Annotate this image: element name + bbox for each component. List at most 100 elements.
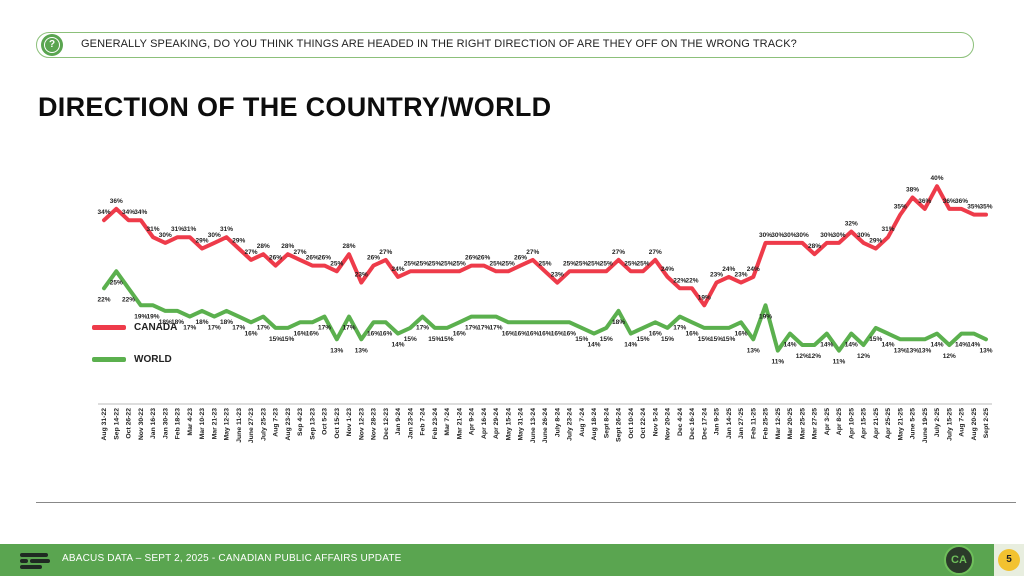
data-label-canada: 36% — [943, 198, 956, 205]
data-label-canada: 25% — [587, 260, 600, 267]
x-tick-label: Dec 16-24 — [689, 408, 696, 440]
x-tick-label: Jan 16-23 — [150, 408, 157, 439]
data-label-world: 16% — [538, 330, 551, 337]
data-label-world: 18% — [159, 319, 172, 326]
data-label-canada: 26% — [477, 255, 490, 262]
x-tick-label: Jan 30-23 — [162, 408, 169, 439]
data-label-canada: 31% — [146, 226, 159, 233]
data-label-world: 18% — [612, 319, 625, 326]
data-label-world: 14% — [391, 342, 404, 349]
data-label-world: 12% — [857, 353, 870, 360]
legend-canada: CANADA — [92, 322, 177, 333]
data-label-world: 13% — [918, 347, 931, 354]
data-label-canada: 26% — [306, 255, 319, 262]
data-label-canada: 29% — [232, 238, 245, 245]
data-label-world: 18% — [195, 319, 208, 326]
x-tick-label: Apr 29-24 — [493, 408, 500, 439]
x-tick-label: Aug 7-24 — [579, 408, 586, 437]
data-label-canada: 26% — [269, 255, 282, 262]
data-label-canada: 35% — [894, 204, 907, 211]
data-label-canada: 30% — [820, 232, 833, 239]
x-tick-label: Apr 10-25 — [848, 408, 855, 439]
data-label-world: 16% — [379, 330, 392, 337]
x-tick-label: June 11-23 — [236, 408, 243, 443]
data-label-world: 15% — [428, 336, 441, 343]
x-tick-label: Feb 23-24 — [432, 408, 439, 440]
data-label-canada: 36% — [918, 198, 931, 205]
data-label-canada: 30% — [832, 232, 845, 239]
data-label-canada: 25% — [624, 260, 637, 267]
data-label-world: 13% — [979, 347, 992, 354]
survey-question: GENERALLY SPEAKING, DO YOU THINK THINGS … — [81, 38, 797, 50]
data-label-world: 12% — [808, 353, 821, 360]
data-label-world: 15% — [661, 336, 674, 343]
data-label-canada: 30% — [857, 232, 870, 239]
data-label-canada: 28% — [342, 243, 355, 250]
x-tick-label: Dec 4-24 — [677, 408, 684, 436]
data-label-world: 17% — [232, 325, 245, 332]
data-label-canada: 31% — [183, 226, 196, 233]
x-tick-label: June 26-24 — [542, 408, 549, 443]
data-label-canada: 25% — [563, 260, 576, 267]
data-label-canada: 30% — [796, 232, 809, 239]
data-label-canada: 27% — [244, 249, 257, 256]
x-tick-label: Sep 4-23 — [297, 408, 304, 436]
ca-logo-badge: CA — [944, 545, 974, 575]
data-label-canada: 34% — [122, 209, 135, 216]
x-tick-label: Nov 30-22 — [138, 408, 145, 440]
legend-world-label: WORLD — [134, 354, 172, 365]
page-number-badge: 5 — [994, 544, 1024, 576]
data-label-world: 16% — [367, 330, 380, 337]
data-label-canada: 30% — [759, 232, 772, 239]
data-label-canada: 28% — [257, 243, 270, 250]
question-icon: ? — [41, 34, 63, 56]
x-tick-label: June 13-24 — [530, 408, 537, 443]
data-label-canada: 24% — [722, 266, 735, 273]
data-label-canada: 24% — [747, 266, 760, 273]
legend-canada-label: CANADA — [134, 322, 178, 333]
data-label-world: 16% — [502, 330, 515, 337]
x-tick-label: Mar 12-25 — [775, 408, 782, 440]
legend-canada-swatch — [92, 325, 126, 330]
x-tick-label: Jan 9-25 — [714, 408, 721, 435]
data-label-world: 17% — [318, 325, 331, 332]
x-tick-label: Mar 10-23 — [199, 408, 206, 440]
x-tick-label: July 15-25 — [946, 408, 953, 441]
data-label-world: 13% — [906, 347, 919, 354]
data-label-canada: 19% — [698, 294, 711, 301]
data-label-canada: 29% — [869, 238, 882, 245]
data-label-world: 19% — [146, 313, 159, 320]
data-label-world: 16% — [563, 330, 576, 337]
data-label-canada: 30% — [208, 232, 221, 239]
data-label-canada: 25% — [330, 260, 343, 267]
data-label-canada: 30% — [783, 232, 796, 239]
data-label-world: 22% — [97, 296, 110, 303]
data-label-canada: 25% — [636, 260, 649, 267]
data-label-canada: 25% — [600, 260, 613, 267]
data-label-canada: 34% — [134, 209, 147, 216]
data-label-canada: 25% — [404, 260, 417, 267]
data-label-world: 14% — [845, 342, 858, 349]
data-label-world: 22% — [122, 296, 135, 303]
series-line-canada — [102, 184, 988, 308]
data-label-world: 15% — [722, 336, 735, 343]
data-label-canada: 27% — [649, 249, 662, 256]
data-label-canada: 26% — [465, 255, 478, 262]
data-label-canada: 22% — [685, 277, 698, 284]
data-label-canada: 25% — [440, 260, 453, 267]
data-label-world: 15% — [636, 336, 649, 343]
x-tick-label: Apr 16-24 — [481, 408, 488, 439]
data-label-world: 16% — [649, 330, 662, 337]
data-label-world: 17% — [673, 325, 686, 332]
footer-text: ABACUS DATA – SEPT 2, 2025 - CANADIAN PU… — [62, 553, 402, 564]
x-tick-label: Aug 31-22 — [101, 408, 108, 441]
data-label-canada: 31% — [171, 226, 184, 233]
series-line-world — [102, 269, 988, 353]
x-tick-label: Oct 5-23 — [322, 408, 329, 435]
data-label-canada: 25% — [538, 260, 551, 267]
data-label-world: 16% — [551, 330, 564, 337]
data-label-canada: 34% — [97, 209, 110, 216]
data-label-canada: 25% — [575, 260, 588, 267]
question-bar: ? GENERALLY SPEAKING, DO YOU THINK THING… — [36, 32, 974, 58]
data-label-world: 17% — [257, 325, 270, 332]
